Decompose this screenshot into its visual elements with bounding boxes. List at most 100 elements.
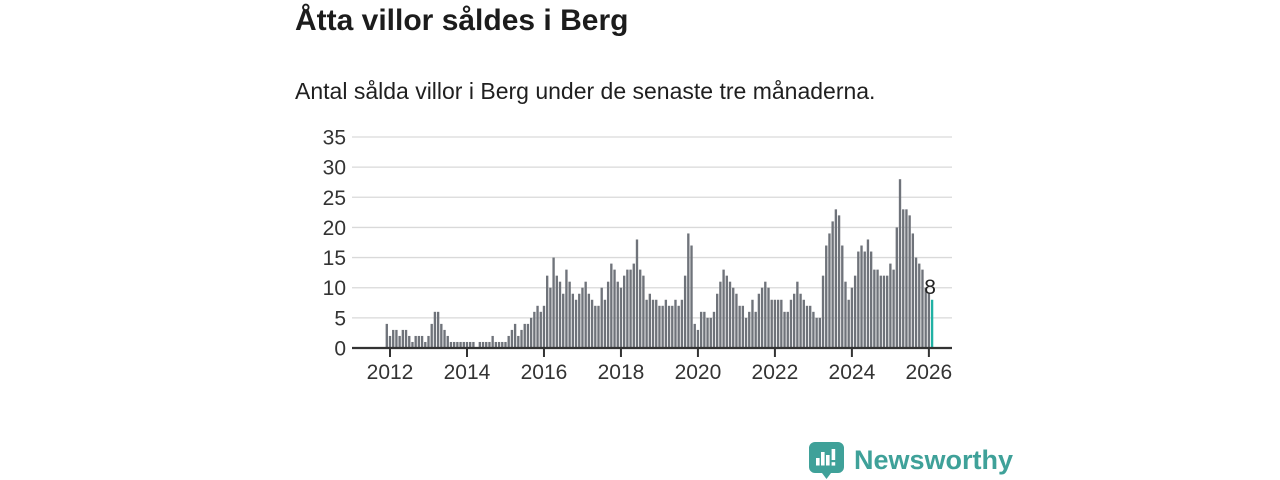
bar — [594, 305, 597, 348]
bar — [581, 287, 584, 348]
bar — [622, 275, 626, 348]
bar — [706, 317, 709, 348]
bar — [411, 341, 414, 348]
bar — [658, 305, 661, 348]
bar — [674, 299, 677, 348]
bar — [420, 335, 424, 348]
logo-bar-2 — [821, 452, 825, 466]
bar — [776, 299, 780, 348]
bar-chart: 0 5 10 15 20 25 30 35 2012 2014 2016 2018 2020 2022 20… — [290, 125, 980, 400]
bar — [770, 299, 773, 348]
bar — [469, 341, 472, 348]
bar — [837, 215, 841, 348]
bar — [850, 287, 854, 348]
bar — [626, 269, 629, 348]
bar — [748, 311, 751, 348]
y-axis-labels: 0 5 10 15 20 25 30 35 — [323, 126, 346, 360]
bar — [568, 281, 571, 348]
bar — [520, 329, 523, 348]
bar — [433, 311, 437, 348]
bar — [452, 341, 456, 348]
bar — [610, 263, 613, 348]
bar — [709, 317, 712, 348]
bars — [385, 179, 934, 348]
logo-bar-3 — [826, 455, 830, 466]
bar — [735, 293, 738, 348]
svg-text:2024: 2024 — [829, 361, 876, 384]
bar — [828, 233, 831, 348]
bar — [857, 251, 860, 348]
bar — [754, 311, 757, 348]
newsworthy-logo-text: Newsworthy — [854, 445, 1014, 475]
bar — [549, 287, 552, 348]
bar — [578, 293, 581, 348]
bar — [613, 269, 616, 348]
bar — [741, 305, 745, 348]
svg-text:5: 5 — [334, 307, 346, 330]
logo-bar-1 — [816, 458, 820, 466]
bar — [651, 299, 655, 348]
bar — [507, 335, 510, 348]
bar — [417, 335, 421, 348]
bar — [757, 293, 761, 348]
bar — [555, 275, 558, 348]
bar — [565, 269, 568, 348]
bar — [780, 299, 783, 348]
bar — [459, 341, 462, 348]
bar — [732, 287, 735, 348]
bar — [523, 323, 526, 348]
bar — [703, 311, 706, 348]
bar — [844, 281, 847, 348]
bar — [603, 299, 607, 348]
bar — [693, 323, 696, 348]
bar — [908, 215, 911, 348]
bar — [921, 269, 924, 348]
bar — [767, 287, 770, 348]
bar — [815, 317, 818, 348]
bar — [773, 299, 777, 348]
bar — [687, 233, 690, 348]
bar — [629, 269, 632, 348]
bar — [812, 311, 815, 348]
bar — [902, 209, 905, 348]
bar — [558, 281, 562, 348]
bar — [645, 299, 648, 348]
highlight-bar — [930, 299, 934, 348]
bar — [898, 179, 902, 348]
bar — [876, 269, 879, 348]
bar — [924, 287, 927, 348]
bar — [889, 263, 892, 348]
bar — [481, 341, 485, 348]
bar — [667, 305, 671, 348]
bar — [562, 293, 565, 348]
svg-text:2022: 2022 — [752, 361, 799, 384]
bar — [869, 251, 873, 348]
bar — [825, 245, 828, 348]
bar — [398, 335, 401, 348]
bar — [574, 299, 578, 348]
svg-text:2016: 2016 — [521, 361, 568, 384]
bar — [738, 305, 741, 348]
x-axis — [352, 346, 952, 357]
bar — [436, 311, 440, 348]
svg-text:10: 10 — [323, 277, 346, 300]
bar — [533, 311, 536, 348]
svg-text:2018: 2018 — [598, 361, 645, 384]
bar — [446, 335, 449, 348]
bar — [408, 335, 411, 348]
svg-text:0: 0 — [334, 338, 346, 361]
bar — [542, 305, 546, 348]
bar — [584, 281, 587, 348]
bar — [760, 287, 764, 348]
bar — [587, 293, 591, 348]
bar — [616, 281, 619, 348]
bar — [504, 341, 507, 348]
bar — [590, 299, 594, 348]
bar — [860, 245, 863, 348]
bar — [802, 299, 805, 348]
svg-text:20: 20 — [323, 217, 346, 240]
bar — [792, 293, 796, 348]
bar — [911, 233, 915, 348]
bar — [401, 329, 405, 348]
